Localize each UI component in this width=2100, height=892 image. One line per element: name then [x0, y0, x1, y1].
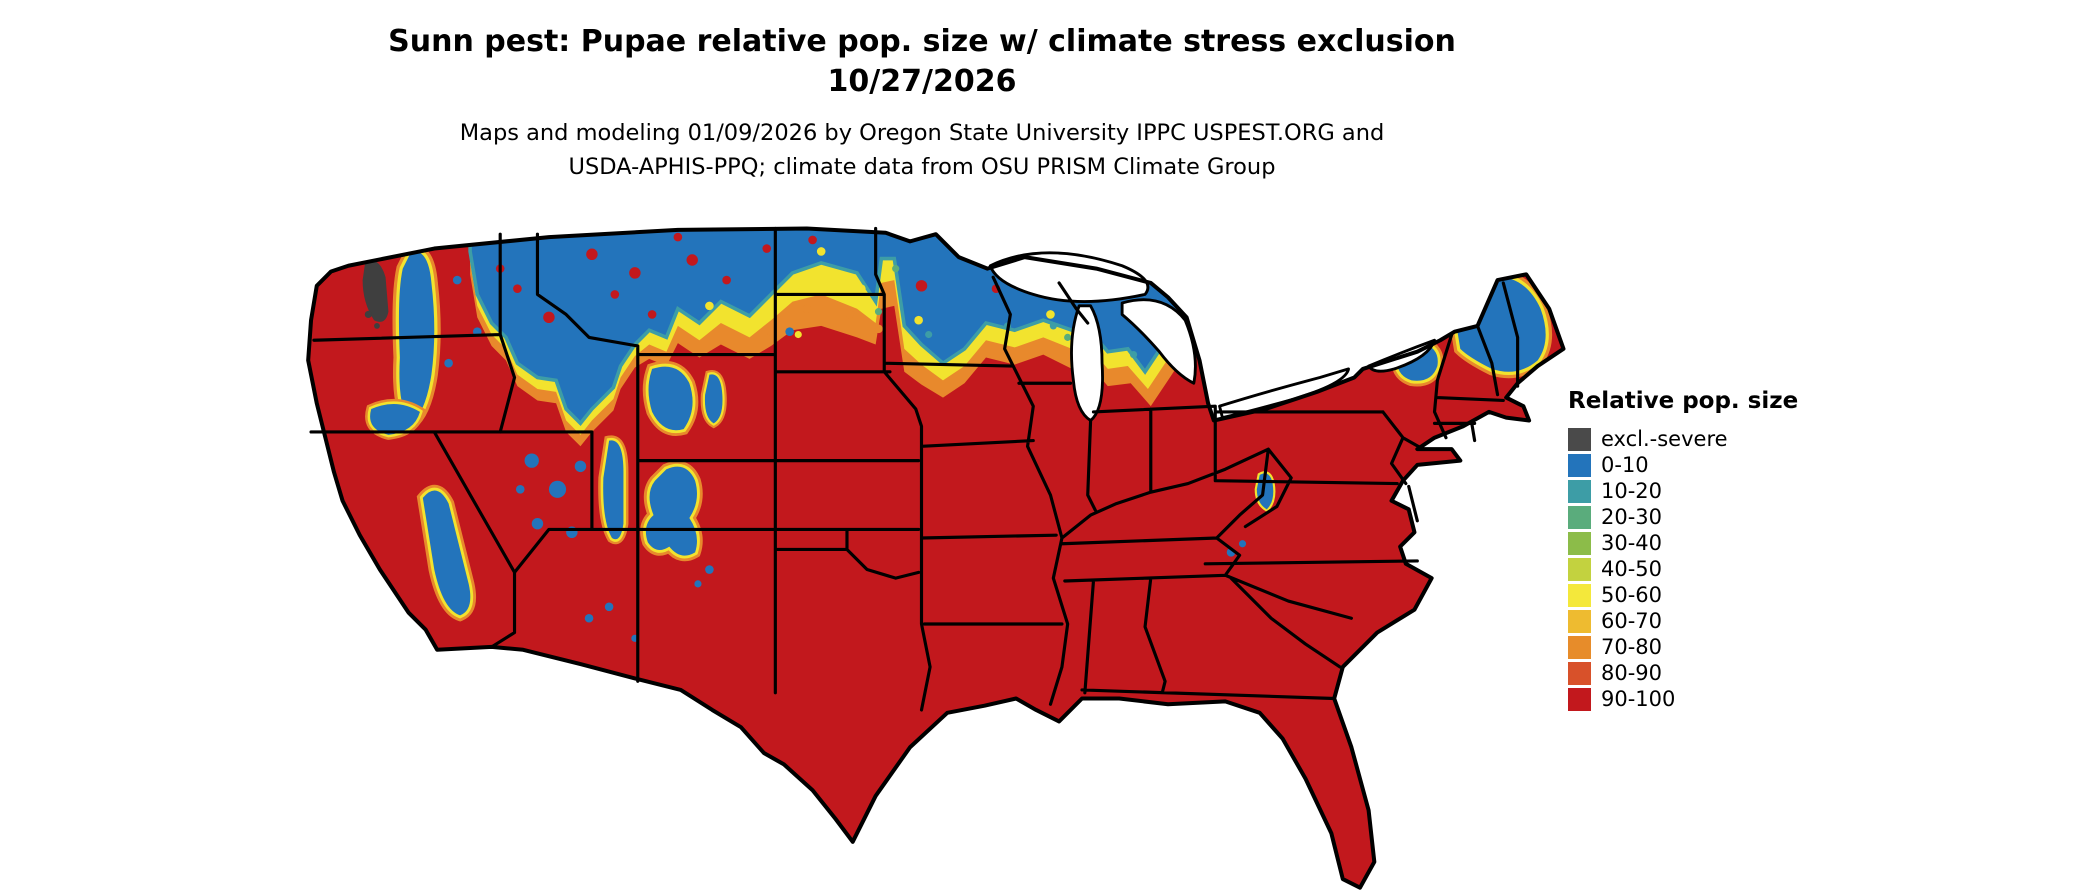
legend-swatch-30-40: [1568, 531, 1591, 555]
legend-swatch-10-20: [1568, 479, 1591, 503]
legend-swatch-excl-severe: [1568, 427, 1591, 451]
legend-swatch-0-10: [1568, 453, 1591, 477]
lake-superior: [988, 251, 1150, 303]
us-map: [306, 226, 1566, 890]
legend-swatch-80-90: [1568, 661, 1591, 685]
legend-title: Relative pop. size: [1568, 388, 1799, 414]
legend-swatch-70-80: [1568, 635, 1591, 659]
state-borders: [309, 226, 1520, 712]
lake-huron: [1120, 298, 1197, 385]
legend-item: 10-20: [1568, 478, 1798, 504]
legend-item: 70-80: [1568, 634, 1798, 660]
map-date: 10/27/2026: [827, 63, 1017, 99]
legend-item: 20-30: [1568, 504, 1798, 530]
legend-item: 50-60: [1568, 582, 1798, 608]
legend-swatch-90-100: [1568, 687, 1591, 711]
us-outline: [306, 226, 1566, 890]
subtitle-line-2: USDA-APHIS-PPQ; climate data from OSU PR…: [568, 153, 1276, 180]
map-subtitle: Maps and modeling 01/09/2026 by Oregon S…: [0, 117, 1844, 185]
title-block: Sunn pest: Pupae relative pop. size w/ c…: [0, 22, 1844, 185]
legend-item: 60-70: [1568, 608, 1798, 634]
great-lakes: [988, 251, 1436, 422]
legend-item: excl.-severe: [1568, 426, 1798, 452]
map-title: Sunn pest: Pupae relative pop. size w/ c…: [388, 24, 1456, 59]
excluded-region: [362, 259, 389, 329]
legend-item: 90-100: [1568, 686, 1798, 712]
subtitle-line-1: Maps and modeling 01/09/2026 by Oregon S…: [459, 120, 1385, 147]
legend-item: 0-10: [1568, 452, 1798, 478]
legend-swatch-50-60: [1568, 583, 1591, 607]
legend-swatch-60-70: [1568, 609, 1591, 633]
legend-swatch-40-50: [1568, 557, 1591, 581]
legend-swatch-20-30: [1568, 505, 1591, 529]
legend-item: 30-40: [1568, 530, 1798, 556]
legend-item: 40-50: [1568, 556, 1798, 582]
legend: Relative pop. size excl.-severe 0-10 10-…: [1568, 388, 1798, 712]
legend-item: 80-90: [1568, 660, 1798, 686]
